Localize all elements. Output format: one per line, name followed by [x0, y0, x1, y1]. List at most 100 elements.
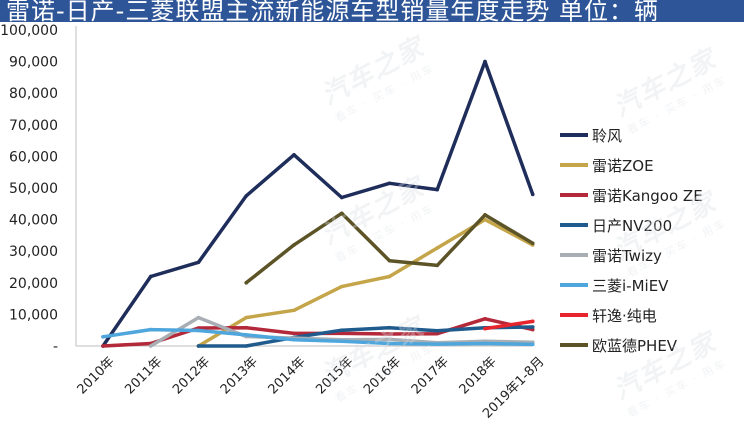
data-point: [339, 211, 344, 216]
data-point: [435, 329, 440, 333]
data-point: [387, 341, 392, 346]
x-tick-label: 2013年: [218, 354, 261, 397]
data-point: [339, 328, 344, 333]
x-tick-label: 2014年: [266, 354, 309, 397]
series-layer: [101, 59, 535, 348]
series-5: [101, 327, 535, 347]
data-point: [244, 315, 249, 320]
data-point: [244, 333, 249, 337]
data-point: [483, 59, 487, 64]
series-line: [101, 59, 535, 348]
data-point: [148, 344, 153, 348]
data-point: [435, 342, 440, 346]
x-tick-label: 2016年: [361, 354, 404, 397]
data-point: [244, 325, 249, 330]
data-point: [101, 335, 105, 339]
data-point: [339, 284, 344, 289]
y-tick-label: 20,000: [9, 276, 58, 292]
data-point: [196, 260, 201, 265]
title-band: 雷诺-日产-三菱联盟主流新能源车型销量年度走势 单位：辆: [0, 0, 744, 22]
data-point: [483, 326, 487, 331]
legend-label: 聆风: [592, 127, 622, 145]
legend-label: 三菱i-MiEV: [592, 277, 669, 295]
data-point: [292, 331, 296, 336]
data-point: [148, 327, 153, 332]
y-tick-label: -: [53, 339, 58, 355]
y-tick-label: 100,000: [0, 23, 58, 39]
x-tick-label: 2011年: [122, 354, 165, 397]
data-point: [530, 241, 535, 246]
series-0: [101, 59, 535, 348]
series-line: [101, 327, 535, 347]
legend-label: 雷诺Kangoo ZE: [592, 187, 703, 205]
y-tick-label: 10,000: [9, 307, 58, 323]
data-point: [387, 337, 392, 342]
x-tick-label: 2018年: [457, 354, 500, 397]
data-point: [196, 315, 201, 320]
legend-item: 雷诺Twizy: [560, 247, 662, 265]
x-tick-label: 2010年: [75, 354, 118, 397]
data-point: [244, 281, 249, 285]
y-tick-label: 60,000: [9, 149, 58, 165]
data-point: [244, 194, 249, 198]
y-tick-label: 40,000: [9, 213, 58, 229]
legend-item: 欧蓝德PHEV: [560, 337, 678, 355]
data-point: [435, 187, 440, 192]
legend-label: 雷诺ZOE: [592, 157, 654, 175]
legend-label: 日产NV200: [592, 217, 672, 235]
series-6: [483, 319, 535, 331]
legend-item: 轩逸·纯电: [560, 307, 657, 325]
y-tick-label: 90,000: [9, 55, 58, 71]
y-tick-label: 50,000: [9, 181, 58, 197]
data-point: [101, 344, 105, 348]
data-point: [339, 331, 344, 336]
data-point: [339, 339, 344, 344]
legend-item: 雷诺Kangoo ZE: [560, 187, 703, 205]
data-point: [435, 263, 440, 268]
chart-title: 雷诺-日产-三菱联盟主流新能源车型销量年度走势 单位：辆: [6, 0, 659, 22]
data-point: [387, 332, 392, 336]
y-tick-label: 70,000: [9, 118, 58, 134]
x-tick-label: 2012年: [170, 354, 213, 397]
data-point: [292, 337, 296, 342]
data-point: [435, 331, 440, 336]
series-line: [483, 319, 535, 331]
data-point: [387, 325, 392, 330]
series-7: [244, 211, 535, 285]
legend-label: 欧蓝德PHEV: [592, 337, 678, 355]
data-point: [292, 153, 296, 157]
data-point: [196, 344, 201, 348]
data-point: [483, 217, 487, 222]
data-point: [387, 274, 392, 279]
data-point: [483, 317, 487, 321]
data-point: [387, 258, 392, 263]
data-point: [530, 325, 535, 329]
data-point: [339, 195, 344, 200]
legend-item: 聆风: [560, 127, 622, 145]
data-point: [148, 274, 153, 279]
legend-item: 雷诺ZOE: [560, 157, 654, 175]
data-point: [244, 344, 249, 348]
data-point: [435, 246, 440, 250]
legend-item: 日产NV200: [560, 217, 672, 235]
y-tick-label: 30,000: [9, 244, 58, 260]
data-point: [530, 342, 535, 347]
legend-label: 轩逸·纯电: [592, 307, 657, 325]
data-point: [292, 243, 296, 247]
data-point: [530, 319, 535, 324]
data-point: [530, 192, 535, 197]
legend-item: 三菱i-MiEV: [560, 277, 669, 295]
x-tick-label: 2015年: [313, 354, 356, 397]
legend-label: 雷诺Twizy: [592, 247, 662, 265]
data-point: [483, 341, 487, 346]
axes: - 10,000 20,000 30,000 40,000 50,000 60,000 70,…: [0, 23, 547, 422]
y-tick-label: 80,000: [9, 86, 58, 102]
data-point: [387, 181, 392, 186]
data-point: [196, 328, 201, 333]
series-line: [196, 325, 535, 348]
data-point: [292, 308, 296, 313]
data-point: [483, 213, 487, 217]
